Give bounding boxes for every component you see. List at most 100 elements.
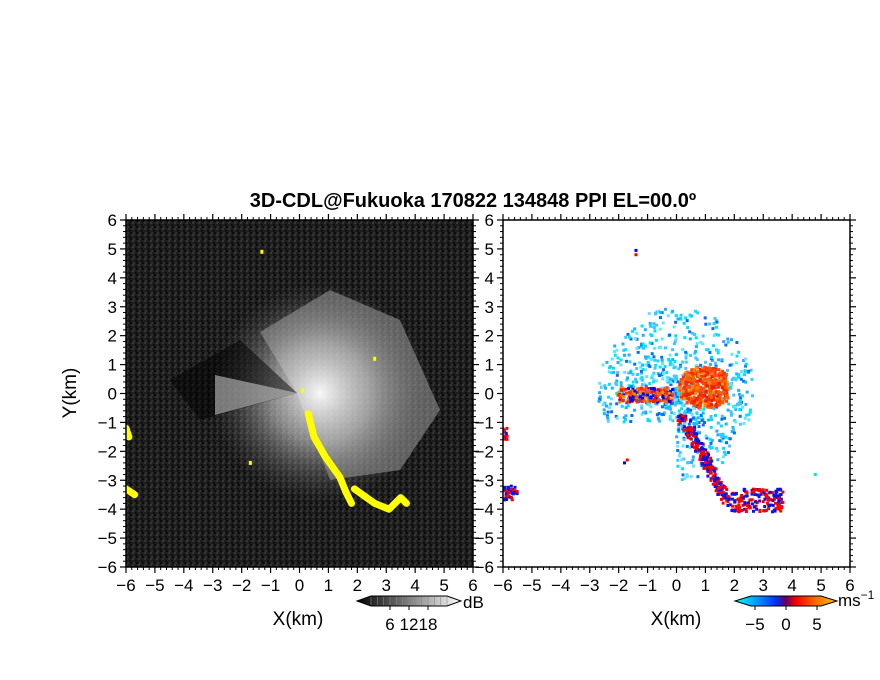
velocity-pixel [731, 508, 735, 512]
velocity-pixel [622, 388, 626, 392]
velocity-pixel [705, 436, 709, 440]
velocity-pixel [764, 509, 768, 512]
velocity-pixel [676, 444, 680, 448]
velocity-pixel [755, 501, 759, 504]
velocity-pixel [732, 393, 736, 397]
velocity-pixel [636, 373, 639, 376]
velocity-pixel [672, 412, 676, 415]
velocity-pixel [692, 389, 696, 393]
velocity-pixel [707, 453, 711, 457]
velocity-pixel [647, 388, 651, 392]
left-y-tick-label: 5 [108, 240, 117, 259]
velocity-pixel [724, 435, 728, 439]
velocity-pixel [693, 407, 697, 411]
velocity-pixel [721, 501, 725, 505]
velocity-pixel [655, 413, 659, 417]
velocity-pixel [674, 379, 677, 383]
velocity-pixel [726, 340, 730, 344]
strong-echo-speck [373, 356, 377, 361]
velocity-colorbar-tick-label: 5 [812, 615, 821, 634]
velocity-pixel [676, 464, 680, 468]
velocity-pixel [702, 458, 706, 461]
velocity-pixel [669, 360, 673, 364]
velocity-pixel [639, 395, 642, 399]
velocity-pixel [709, 425, 713, 429]
velocity-pixel [642, 399, 646, 403]
velocity-panel [502, 219, 851, 568]
velocity-pixel [713, 361, 717, 365]
velocity-pixel [728, 386, 732, 390]
velocity-pixel [657, 417, 661, 421]
velocity-pixel [646, 395, 650, 399]
left-y-tick-label: −1 [98, 413, 117, 432]
velocity-pixel [708, 378, 712, 382]
velocity-pixel [668, 333, 672, 337]
velocity-pixel [738, 414, 742, 418]
velocity-pixel [633, 389, 637, 393]
velocity-pixel [738, 497, 742, 501]
velocity-pixel [653, 366, 657, 370]
velocity-pixel [652, 371, 656, 375]
velocity-pixel [656, 372, 660, 376]
velocity-pixel [624, 348, 628, 352]
velocity-pixel [719, 433, 723, 436]
velocity-pixel [709, 478, 713, 482]
velocity-pixel [648, 365, 652, 369]
velocity-pixel [728, 437, 732, 441]
velocity-pixel [704, 448, 708, 452]
left-x-tick-label: 4 [410, 576, 419, 595]
left-y-tick-label: 2 [108, 327, 117, 346]
velocity-pixel [648, 399, 652, 403]
velocity-pixel [709, 468, 712, 472]
velocity-pixel [597, 399, 601, 403]
left-y-tick-label: 3 [108, 298, 117, 317]
velocity-pixel [686, 436, 690, 440]
velocity-pixel [717, 333, 720, 337]
velocity-pixel [662, 399, 666, 403]
velocity-pixel [615, 391, 619, 395]
velocity-pixel [677, 367, 681, 371]
velocity-pixel [504, 433, 508, 437]
velocity-colorbar-exponent: −1 [861, 588, 875, 602]
velocity-pixel [688, 398, 692, 402]
velocity-pixel [740, 499, 744, 503]
velocity-pixel [730, 378, 734, 382]
velocity-pixel [698, 391, 702, 395]
velocity-pixel [717, 491, 721, 495]
velocity-pixel [681, 467, 685, 471]
velocity-pixel [734, 407, 738, 411]
velocity-pixel [680, 419, 684, 422]
velocity-pixel [623, 461, 626, 465]
velocity-pixel [617, 393, 621, 397]
velocity-pixel [680, 395, 683, 399]
velocity-pixel [606, 410, 610, 414]
velocity-pixel [744, 510, 748, 513]
velocity-pixel [753, 493, 757, 497]
velocity-pixel [680, 458, 684, 462]
velocity-pixel [653, 329, 657, 333]
velocity-pixel [684, 316, 688, 320]
velocity-pixel [710, 403, 713, 407]
velocity-pixel [602, 412, 606, 416]
velocity-pixel [675, 415, 679, 419]
velocity-pixel [693, 403, 697, 407]
velocity-pixel [666, 314, 670, 318]
velocity-pixel [714, 467, 718, 471]
velocity-pixel [721, 376, 725, 380]
right-x-tick-label: −6 [493, 576, 512, 595]
velocity-pixel [652, 386, 656, 390]
velocity-pixel [723, 416, 726, 420]
left-y-tick-label: 1 [108, 356, 117, 375]
velocity-pixel [685, 473, 689, 477]
velocity-pixel [735, 361, 738, 365]
velocity-pixel [667, 358, 671, 361]
velocity-pixel [503, 436, 507, 440]
velocity-pixel [618, 398, 622, 402]
velocity-pixel [724, 376, 728, 380]
velocity-pixel [745, 413, 749, 417]
velocity-pixel [695, 437, 699, 441]
velocity-pixel [631, 398, 634, 402]
velocity-pixel [615, 402, 619, 406]
velocity-pixel [710, 418, 714, 422]
velocity-pixel [722, 493, 726, 497]
